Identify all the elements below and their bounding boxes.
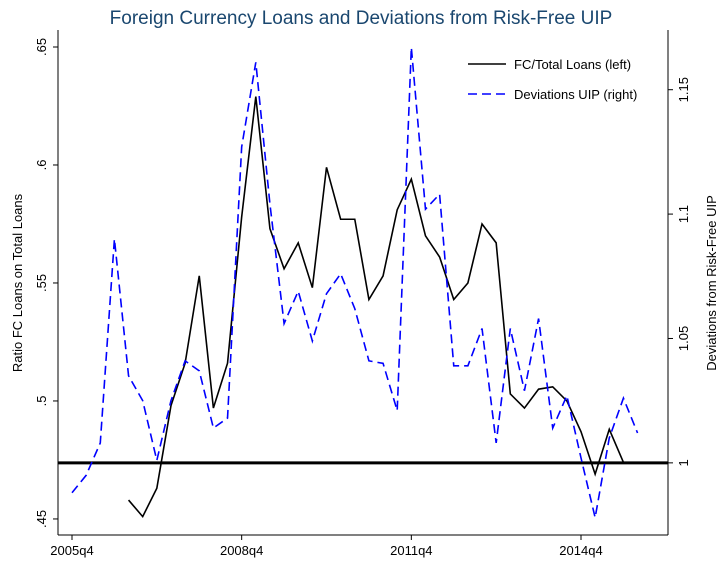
y-tick-label: .55 <box>34 274 49 292</box>
x-tick-label: 2005q4 <box>50 543 93 558</box>
chart-title: Foreign Currency Loans and Deviations fr… <box>110 8 613 29</box>
legend-label: FC/Total Loans (left) <box>514 57 631 72</box>
y-tick-label: .5 <box>34 396 49 407</box>
y2-tick-label: 1 <box>676 459 691 466</box>
x-tick-label: 2011q4 <box>390 543 432 558</box>
y-tick-label: .6 <box>34 160 49 171</box>
x-tick-label: 2014q4 <box>559 543 602 558</box>
y-axis-label: Ratio FC Loans on Total Loans <box>10 193 25 372</box>
y2-axis-label: Deviations from Risk-Free UIP <box>704 195 719 371</box>
y-tick-label: .45 <box>34 510 49 528</box>
legend-label: Deviations UIP (right) <box>514 87 637 102</box>
y2-tick-label: 1.05 <box>676 326 691 351</box>
series-line <box>127 96 625 519</box>
y-tick-label: .65 <box>34 38 49 56</box>
y2-tick-label: 1.1 <box>676 205 691 223</box>
y2-tick-label: 1.15 <box>676 77 691 102</box>
series-line <box>71 47 639 518</box>
x-tick-label: 2008q4 <box>220 543 263 558</box>
